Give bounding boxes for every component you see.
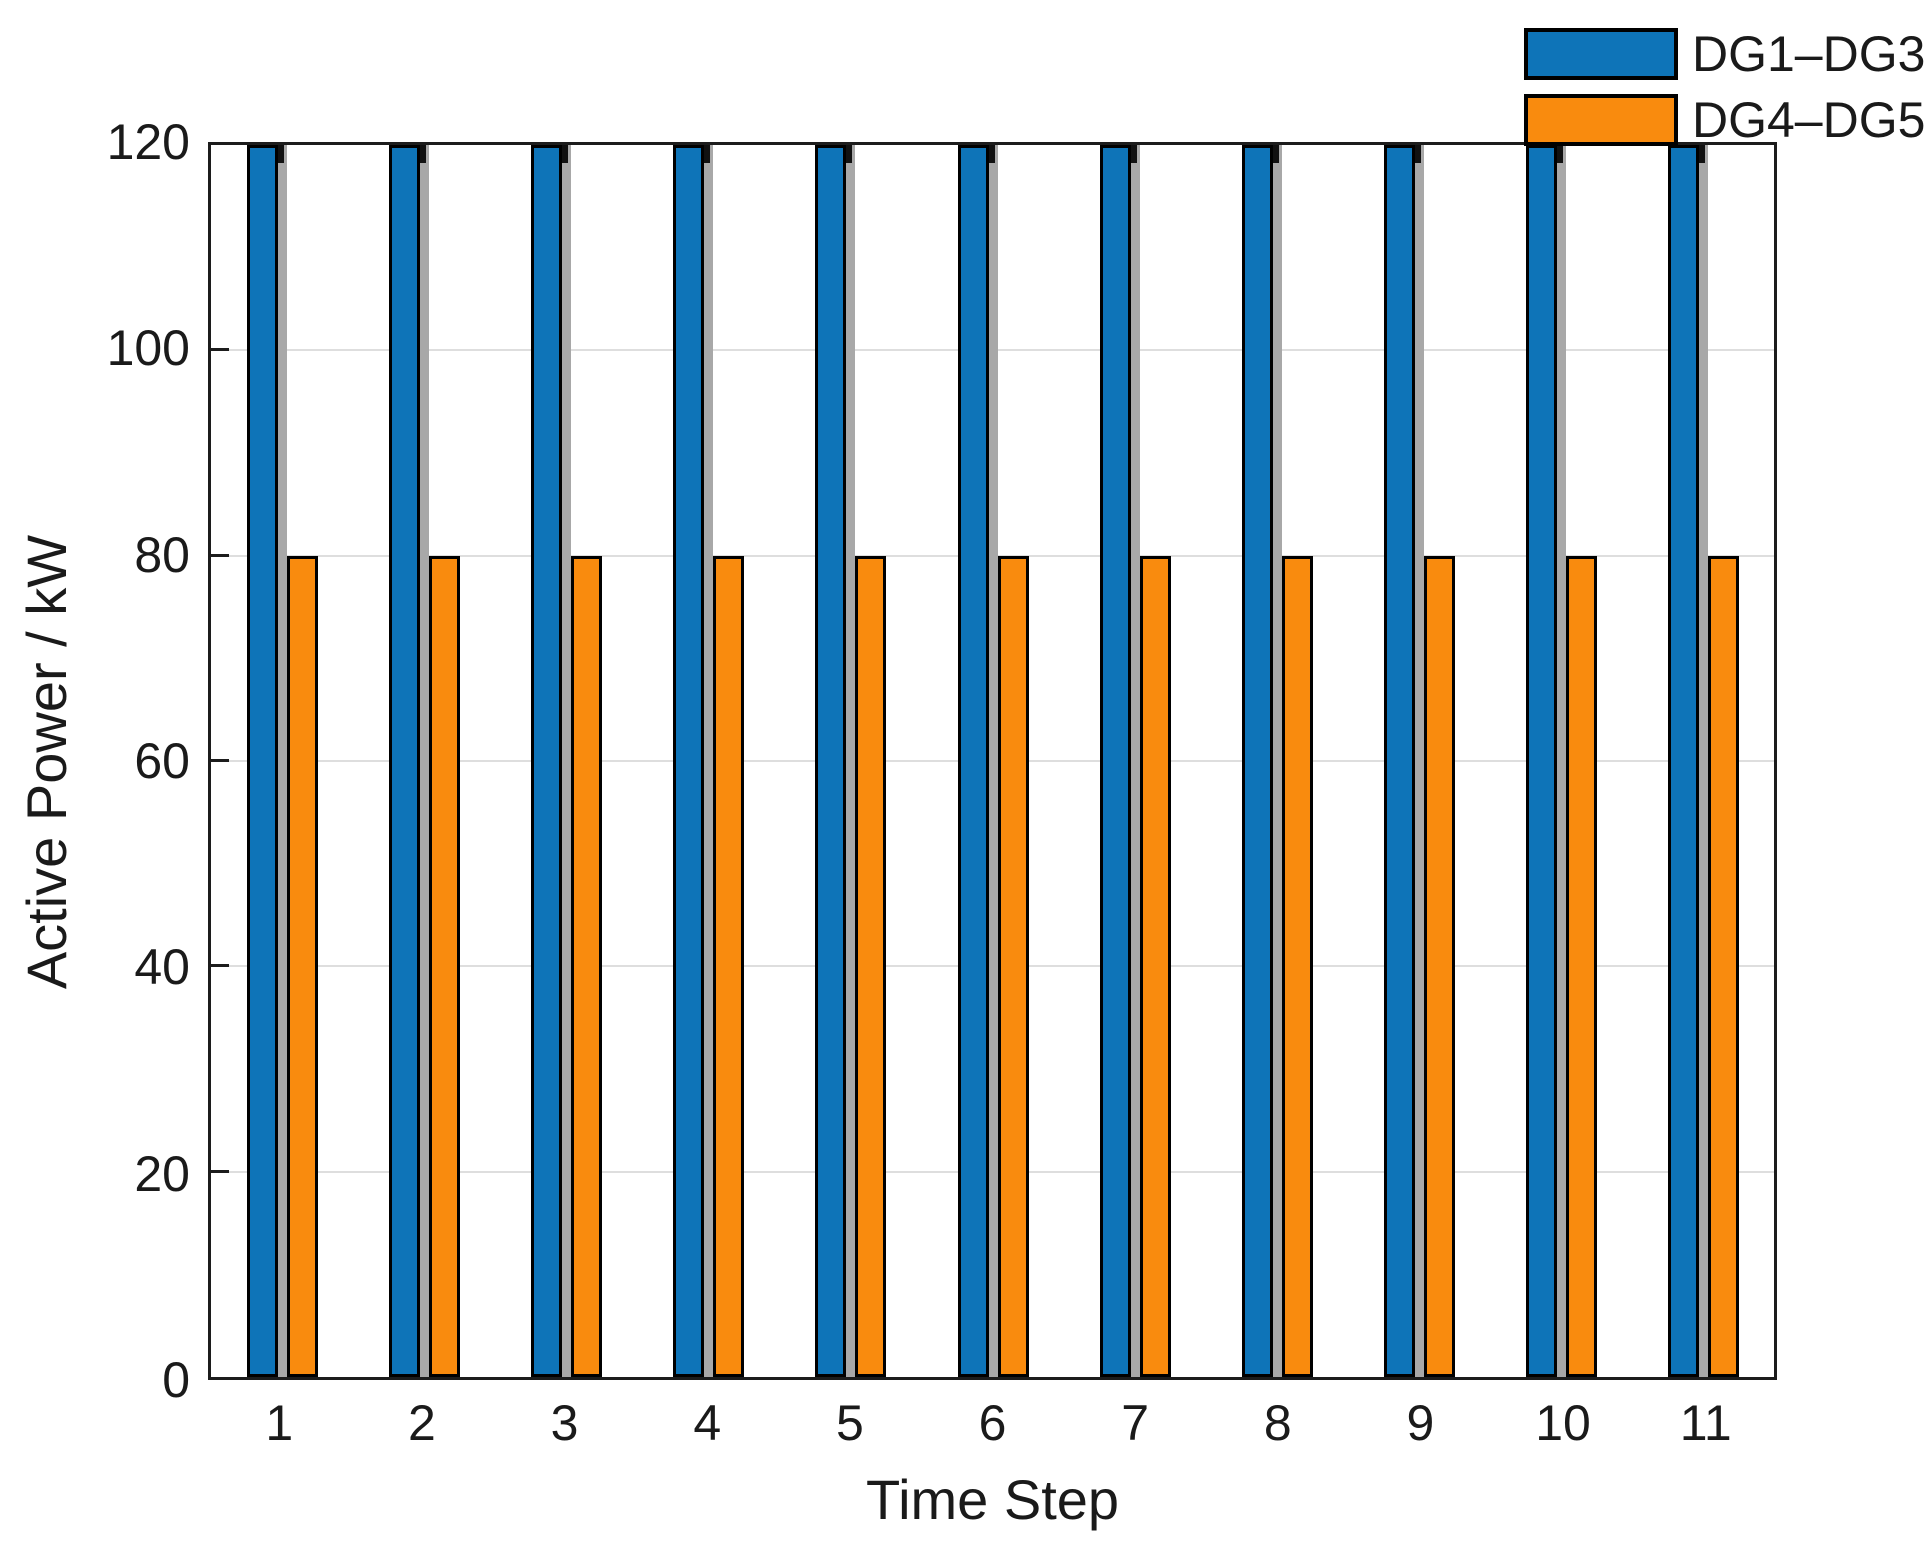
overlapped-bar-edge xyxy=(846,145,856,1377)
bar-dg4-dg5-t1 xyxy=(287,555,319,1377)
x-tick-label-5: 5 xyxy=(835,1395,864,1451)
overlapped-bar-edge xyxy=(1130,145,1140,1377)
x-tick-label-6: 6 xyxy=(978,1395,1007,1451)
x-tick-labels: 1 2 3 4 5 6 7 8 9 10 11 xyxy=(208,1398,1777,1458)
overlapped-bar-edge xyxy=(1698,145,1708,1377)
bar-dg1-dg3-t6 xyxy=(957,145,989,1377)
bar-dg1-dg3-t11 xyxy=(1667,145,1699,1377)
bar-dg1-dg3-t8 xyxy=(1241,145,1273,1377)
bar-dg4-dg5-t2 xyxy=(429,555,461,1377)
y-tick-mark-100 xyxy=(211,348,229,352)
plot-area xyxy=(208,142,1777,1380)
legend-swatch-dg4-dg5 xyxy=(1524,94,1678,146)
legend-row-dg1-dg3: DG1–DG3 xyxy=(1524,28,1925,80)
bar-dg1-dg3-t7 xyxy=(1099,145,1131,1377)
x-tick-label-8: 8 xyxy=(1263,1395,1292,1451)
y-tick-labels: 0 20 40 60 80 100 120 xyxy=(0,117,190,1405)
overlapped-bar-top-stub xyxy=(562,145,569,163)
overlapped-bar-top-stub xyxy=(1414,145,1421,163)
overlapped-bar-top-stub xyxy=(1698,145,1705,163)
x-tick-label-1: 1 xyxy=(265,1395,294,1451)
bar-dg4-dg5-t8 xyxy=(1281,555,1313,1377)
x-tick-label-10: 10 xyxy=(1535,1395,1591,1451)
y-tick-label-0: 0 xyxy=(162,1352,190,1408)
y-tick-label-120: 120 xyxy=(106,114,190,170)
bar-dg4-dg5-t10 xyxy=(1565,555,1597,1377)
overlapped-bar-edge xyxy=(1556,145,1566,1377)
overlapped-bar-edge xyxy=(704,145,714,1377)
bar-dg4-dg5-t6 xyxy=(997,555,1029,1377)
overlapped-bar-edge xyxy=(1272,145,1282,1377)
x-tick-label-7: 7 xyxy=(1121,1395,1150,1451)
y-tick-mark-80 xyxy=(211,553,229,557)
y-tick-label-100: 100 xyxy=(106,320,190,377)
y-tick-label-60: 60 xyxy=(134,733,190,789)
overlapped-bar-top-stub xyxy=(1130,145,1137,163)
bar-dg1-dg3-t2 xyxy=(389,145,421,1377)
legend: DG1–DG3 DG4–DG5 xyxy=(1524,28,1925,146)
bar-dg1-dg3-t1 xyxy=(247,145,279,1377)
overlapped-bar-top-stub xyxy=(278,145,285,163)
x-tick-label-4: 4 xyxy=(693,1395,722,1451)
bar-dg1-dg3-t10 xyxy=(1525,145,1557,1377)
y-tick-label-80: 80 xyxy=(134,526,190,583)
legend-swatch-dg1-dg3 xyxy=(1524,28,1678,80)
bar-dg1-dg3-t3 xyxy=(531,145,563,1377)
overlapped-bar-top-stub xyxy=(1272,145,1279,163)
x-tick-label-3: 3 xyxy=(550,1395,579,1451)
bar-dg1-dg3-t4 xyxy=(673,145,705,1377)
x-tick-label-2: 2 xyxy=(408,1395,436,1451)
legend-label-dg4-dg5: DG4–DG5 xyxy=(1692,92,1926,148)
overlapped-bar-edge xyxy=(988,145,998,1377)
x-tick-label-9: 9 xyxy=(1406,1395,1435,1451)
bar-dg4-dg5-t5 xyxy=(855,555,887,1377)
overlapped-bar-top-stub xyxy=(988,145,995,163)
y-tick-mark-40 xyxy=(211,964,229,968)
legend-row-dg4-dg5: DG4–DG5 xyxy=(1524,94,1925,146)
x-tick-label-11: 11 xyxy=(1679,1395,1732,1451)
y-tick-mark-60 xyxy=(211,759,229,762)
bar-dg4-dg5-t11 xyxy=(1707,555,1739,1377)
x-axis-label: Time Step xyxy=(865,1468,1120,1531)
overlapped-bar-top-stub xyxy=(1556,145,1563,163)
bar-dg1-dg3-t5 xyxy=(815,145,847,1377)
bar-dg4-dg5-t4 xyxy=(713,555,745,1377)
bar-dg4-dg5-t9 xyxy=(1423,555,1455,1377)
overlapped-bar-edge xyxy=(1414,145,1424,1377)
y-tick-mark-20 xyxy=(211,1169,229,1173)
overlapped-bar-edge xyxy=(420,145,430,1377)
bar-dg1-dg3-t9 xyxy=(1383,145,1415,1377)
legend-label-dg1-dg3: DG1–DG3 xyxy=(1692,26,1926,82)
overlapped-bar-top-stub xyxy=(846,145,853,163)
bar-dg4-dg5-t3 xyxy=(571,555,603,1377)
overlapped-bar-edge xyxy=(562,145,572,1377)
overlapped-bar-top-stub xyxy=(420,145,427,163)
overlapped-bar-top-stub xyxy=(704,145,711,163)
overlapped-bar-edge xyxy=(278,145,288,1377)
y-tick-label-40: 40 xyxy=(134,939,190,996)
bar-dg4-dg5-t7 xyxy=(1139,555,1171,1377)
y-tick-label-20: 20 xyxy=(134,1145,190,1202)
